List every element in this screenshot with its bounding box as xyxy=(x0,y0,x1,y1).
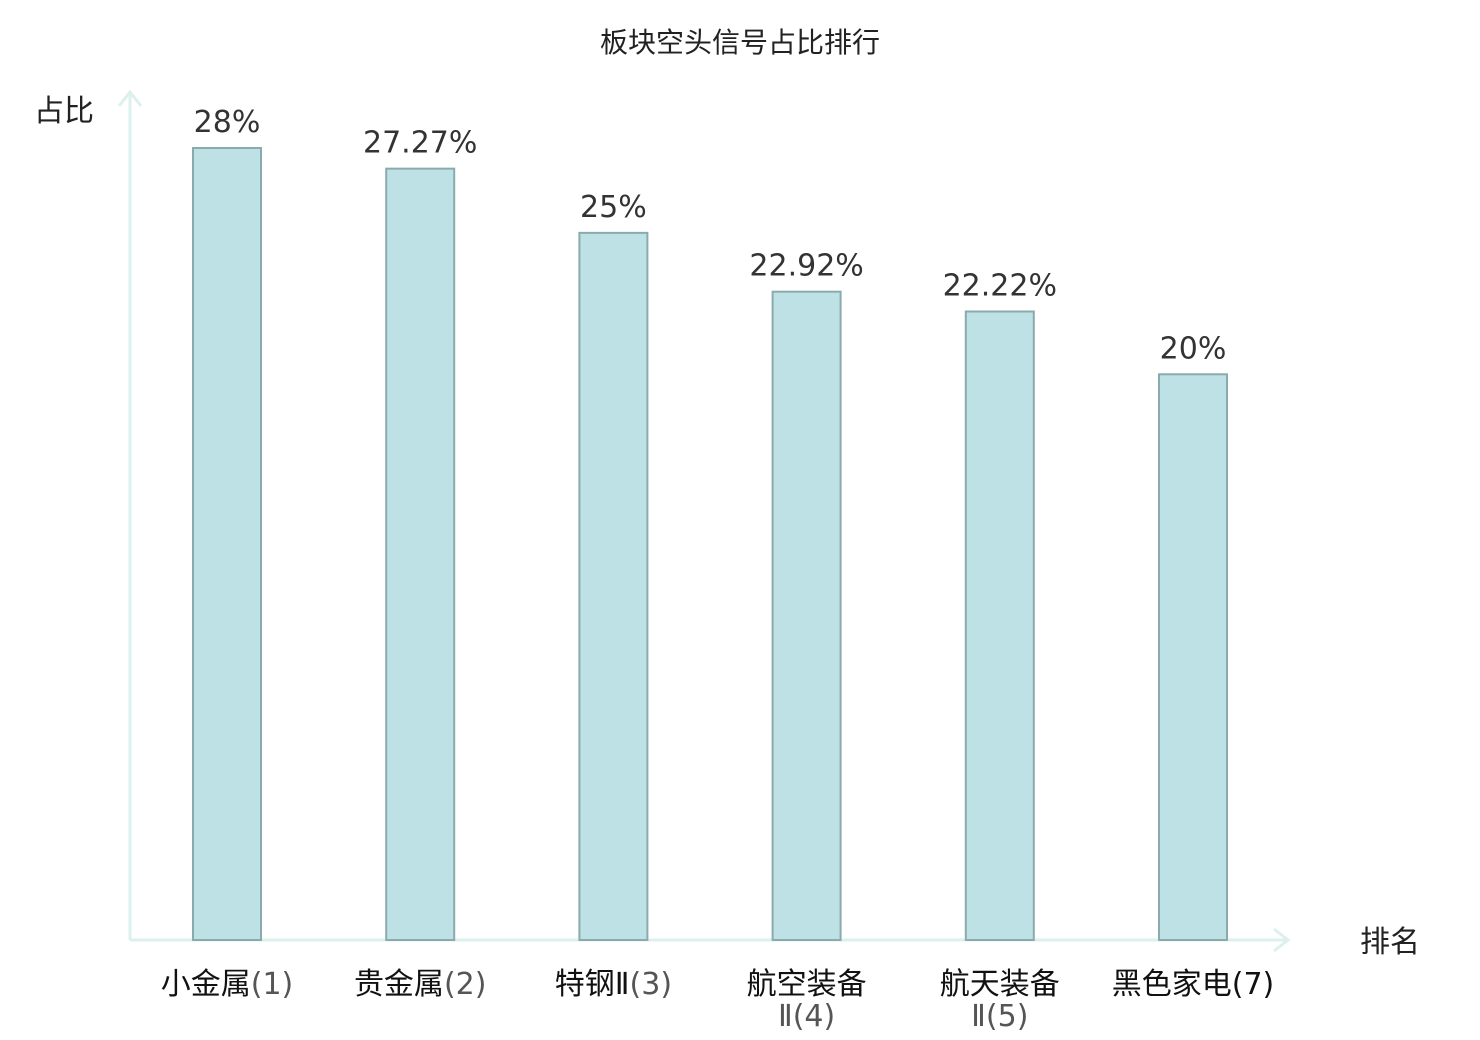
category-name: 航天装备 xyxy=(940,967,1060,1002)
y-axis-arrow-icon xyxy=(117,89,143,107)
category-rank: (3) xyxy=(630,967,673,1002)
bar xyxy=(771,290,842,942)
category-label: 小金属(1) xyxy=(161,967,294,1002)
category-name-line2: Ⅱ xyxy=(971,999,986,1034)
bar xyxy=(385,167,456,942)
bar-series xyxy=(192,147,1228,942)
bar-value-label: 22.92% xyxy=(749,249,863,284)
category-rank: (2) xyxy=(444,967,487,1002)
bar xyxy=(1158,373,1228,941)
category-rank: (4) xyxy=(793,999,836,1034)
y-axis-label: 占比 xyxy=(34,94,94,129)
x-axis: 排名 xyxy=(130,925,1420,960)
category-label: 特钢Ⅱ(3) xyxy=(555,967,672,1002)
category-name: 贵金属 xyxy=(354,967,444,1002)
x-axis-label: 排名 xyxy=(1360,925,1420,960)
category-rank: (7) xyxy=(1232,967,1275,1002)
category-name: 小金属 xyxy=(161,967,251,1002)
category-label: 黑色家电(7) xyxy=(1112,967,1275,1002)
bar-value-label: 25% xyxy=(580,190,647,225)
category-name: 航空装备 xyxy=(747,967,867,1002)
category-rank: (1) xyxy=(251,967,294,1002)
category-label: 航空装备 Ⅱ(4) xyxy=(747,967,867,1034)
category-name: 黑色家电 xyxy=(1112,967,1232,1002)
category-name-line2: Ⅱ xyxy=(778,999,793,1034)
bar xyxy=(964,310,1035,941)
bar-value-label: 28% xyxy=(194,105,261,140)
y-axis: 占比 xyxy=(34,89,143,940)
x-axis-arrow-icon xyxy=(1273,927,1291,953)
category-name: 特钢Ⅱ xyxy=(555,967,630,1002)
value-labels: 28% 27.27% 25% 22.92% 22.22% 20% xyxy=(194,105,1227,366)
bar-value-label: 27.27% xyxy=(363,126,477,161)
bar-value-label: 22.22% xyxy=(943,268,1057,303)
bar xyxy=(578,231,649,942)
bar xyxy=(192,147,262,941)
category-rank: (5) xyxy=(986,999,1029,1034)
category-label: 航天装备 Ⅱ(5) xyxy=(940,967,1060,1034)
bar-value-label: 20% xyxy=(1160,331,1227,366)
category-label: 贵金属(2) xyxy=(354,967,487,1002)
chart-title: 板块空头信号占比排行 xyxy=(600,26,880,59)
category-labels: 小金属(1) 贵金属(2) 特钢Ⅱ(3) 航空装备 Ⅱ(4)航天装备 Ⅱ(5)黑色家电(7… xyxy=(161,967,1275,1034)
